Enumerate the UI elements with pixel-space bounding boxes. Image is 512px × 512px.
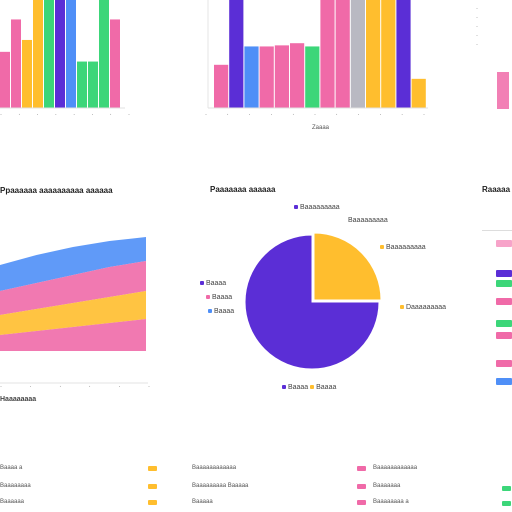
bar2-x-label: Zaaaa <box>312 125 330 131</box>
bar <box>320 0 335 108</box>
legend-label: Baaaaaaaa a <box>373 499 409 505</box>
footer-legend-item: Baaaaaaa <box>373 481 400 491</box>
footer-legend-swatch <box>502 483 512 493</box>
legend-swatch <box>496 320 512 327</box>
legend-label: Baaaaaaa <box>373 483 401 489</box>
legend-swatch <box>148 465 157 471</box>
legend-swatch <box>496 378 512 385</box>
footer-legend-swatch <box>357 497 370 507</box>
legend-swatch <box>502 485 511 491</box>
bar <box>244 46 259 108</box>
legend-label: Baaaaaaaaa Baaaaa <box>192 483 249 489</box>
area-chart <box>0 237 148 384</box>
footer-legend-swatch <box>502 498 512 508</box>
footer-legend-swatch <box>148 481 161 491</box>
pie-annotation-7: Baaaa <box>208 308 234 315</box>
legend-label: Baaaaaa <box>0 499 25 505</box>
bar <box>381 0 396 108</box>
legend-label: Baaaaaaaa <box>0 483 31 489</box>
footer-legend-swatch <box>148 497 161 507</box>
bar <box>366 0 381 108</box>
footer-legend-swatch <box>148 463 161 473</box>
legend-swatch <box>148 483 157 489</box>
bar <box>44 0 54 108</box>
legend-swatch <box>357 465 366 471</box>
pie-annotation-4: Daaaaaaaaa <box>400 304 446 311</box>
footer-legend-item: Baaaaaaaaa Baaaaa <box>192 481 248 491</box>
legend-swatch <box>496 360 512 367</box>
bar <box>350 0 365 108</box>
pie-annotation-1: Baaaaaaaaa <box>294 204 340 211</box>
bar <box>335 0 350 108</box>
top-center-bar-chart <box>207 0 428 109</box>
right-chart-axis <box>482 230 512 231</box>
legend-label: Baaaaa <box>192 499 213 505</box>
bar <box>214 64 229 108</box>
bar <box>88 61 98 108</box>
legend-swatch <box>496 240 512 247</box>
bar <box>305 46 320 108</box>
pie-annotation-5: Baaaa <box>200 280 226 287</box>
right-chart-legend <box>494 228 512 385</box>
legend-swatch <box>148 499 157 505</box>
legend-label: Baaaaaaaaaaaa <box>192 465 237 471</box>
footer-legend-item: Baaaaaaaa a <box>373 497 409 507</box>
bar <box>274 45 289 108</box>
area-x-label: Haaaaaaaa <box>0 396 37 403</box>
pie-slice <box>313 232 382 301</box>
bar <box>396 0 411 108</box>
bar2-x-ticks: · · · · · · · · · · · <box>205 112 425 118</box>
footer-legend-item: Baaaaaaaaaaaa <box>373 463 417 473</box>
pie-annotation-6: Baaaa <box>206 294 232 301</box>
bar <box>66 0 76 108</box>
area-chart-title: Ppaaaaaa aaaaaaaaaa aaaaaa <box>0 186 113 195</box>
footer-legend-item: Baaaaaaaa <box>0 481 31 491</box>
bar <box>229 0 244 108</box>
bar <box>11 19 21 108</box>
legend-swatch <box>496 298 512 305</box>
legend-label: Baaaaaaaaaaaa <box>373 465 418 471</box>
legend-label: Baaaa a <box>0 465 23 471</box>
top-left-bar-chart <box>0 0 125 109</box>
area-band <box>0 237 146 291</box>
area-band <box>0 291 146 335</box>
right-chart-title: Raaaaa <box>482 185 511 194</box>
bar <box>411 78 426 108</box>
area-band <box>0 319 146 351</box>
legend-swatch <box>502 500 511 506</box>
legend-swatch <box>357 499 366 505</box>
pie-chart-title: Paaaaaaa aaaaaa <box>210 185 276 194</box>
footer-legend-swatch <box>357 481 370 491</box>
bar <box>33 0 43 108</box>
area-x-ticks: · · · · · · <box>0 384 150 390</box>
bar <box>77 61 87 108</box>
pie-annotation-3: Baaaaaaaaa <box>380 244 426 251</box>
legend-swatch <box>496 280 512 287</box>
footer-legend-item: Baaaaaa <box>0 497 24 507</box>
footer-legend-swatch <box>357 463 370 473</box>
legend-swatch <box>496 270 512 277</box>
bar1-x-ticks: · · · · · · · · <box>0 112 130 118</box>
legend-swatch <box>357 483 366 489</box>
area-band <box>0 261 146 315</box>
footer-legend-item: Baaaaaaaaaaaa <box>192 463 236 473</box>
footer-legend-item: Baaaaa <box>192 497 213 507</box>
top-right-bar-fragment <box>497 72 509 109</box>
bar <box>259 46 274 108</box>
bar <box>55 0 65 108</box>
bar <box>0 51 10 108</box>
bar <box>22 39 32 108</box>
pie-annotation-8: Baaaa Baaaa <box>282 384 336 391</box>
footer-legend-item: Baaaa a <box>0 463 22 473</box>
pie-annotation-2: Baaaaaaaaa <box>348 217 388 224</box>
legend-swatch <box>496 332 512 339</box>
bar <box>99 0 109 108</box>
pie-slice <box>244 234 380 370</box>
bar <box>110 19 120 108</box>
top-right-ticks: · · · · · <box>476 6 478 48</box>
bar <box>290 43 305 109</box>
pie-chart <box>244 232 382 370</box>
